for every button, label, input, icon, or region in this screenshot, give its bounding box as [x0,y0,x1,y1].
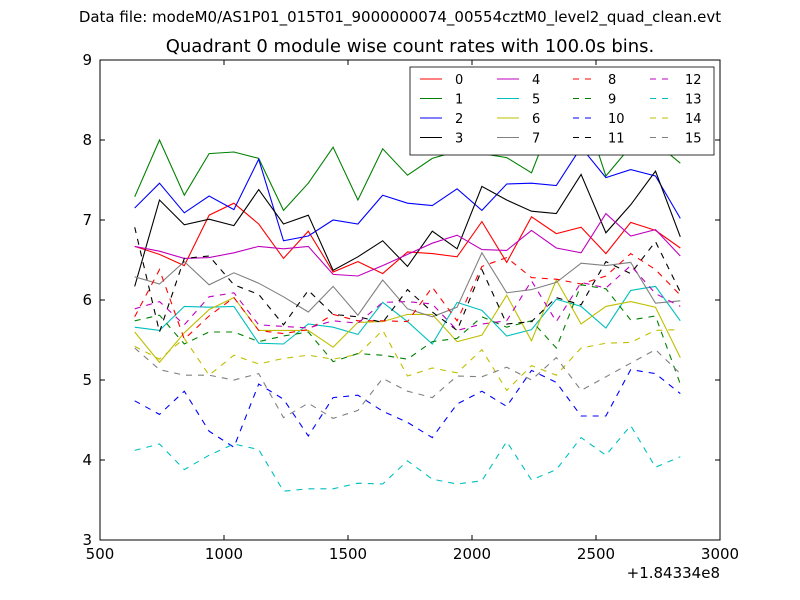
legend-label-13: 13 [685,93,702,108]
series-line-11 [134,227,681,334]
series-line-14 [134,329,681,392]
legend-label-2: 2 [455,112,463,127]
series-line-0 [134,202,681,275]
x-tick-label: 1000 [205,545,243,563]
y-tick-label: 4 [82,451,92,469]
legend-label-0: 0 [455,73,463,88]
y-tick-label: 9 [82,51,92,69]
x-tick-label: 2500 [577,545,615,563]
legend-label-11: 11 [608,132,625,147]
y-tick-label: 5 [82,371,92,389]
x-offset-label: +1.84334e8 [627,564,720,582]
series-line-12 [134,264,681,332]
chart-title: Quadrant 0 module wise count rates with … [165,36,655,57]
y-tick-label: 6 [82,291,92,309]
y-tick-label: 3 [82,531,92,549]
legend-label-5: 5 [532,93,540,108]
legend-label-3: 3 [455,132,463,147]
legend-label-8: 8 [608,73,616,88]
x-tick-label: 2000 [453,545,491,563]
series-line-3 [134,170,681,287]
legend-label-1: 1 [455,93,463,108]
series-line-7 [134,251,681,318]
legend-label-6: 6 [532,112,540,127]
x-tick-label: 3000 [701,545,739,563]
series-line-9 [134,284,681,385]
series-line-4 [134,212,681,277]
series-line-6 [134,278,681,364]
legend-label-10: 10 [608,112,625,127]
y-tick-label: 7 [82,211,92,229]
legend-label-7: 7 [532,132,540,147]
series-lines [134,100,681,492]
legend-label-12: 12 [685,73,702,88]
x-tick-label: 500 [86,545,115,563]
series-line-5 [134,285,681,345]
series-line-13 [134,424,681,492]
figure-suptitle: Data file: modeM0/AS1P01_015T01_90000000… [78,8,722,26]
series-line-8 [134,252,681,341]
legend-label-4: 4 [532,73,540,88]
x-tick-label: 1500 [329,545,367,563]
legend-label-9: 9 [608,93,616,108]
legend-box [409,66,715,156]
y-tick-label: 8 [82,131,92,149]
legend-label-15: 15 [685,132,702,147]
series-line-2 [134,146,681,242]
legend-label-14: 14 [685,112,702,127]
series-line-15 [134,347,681,420]
